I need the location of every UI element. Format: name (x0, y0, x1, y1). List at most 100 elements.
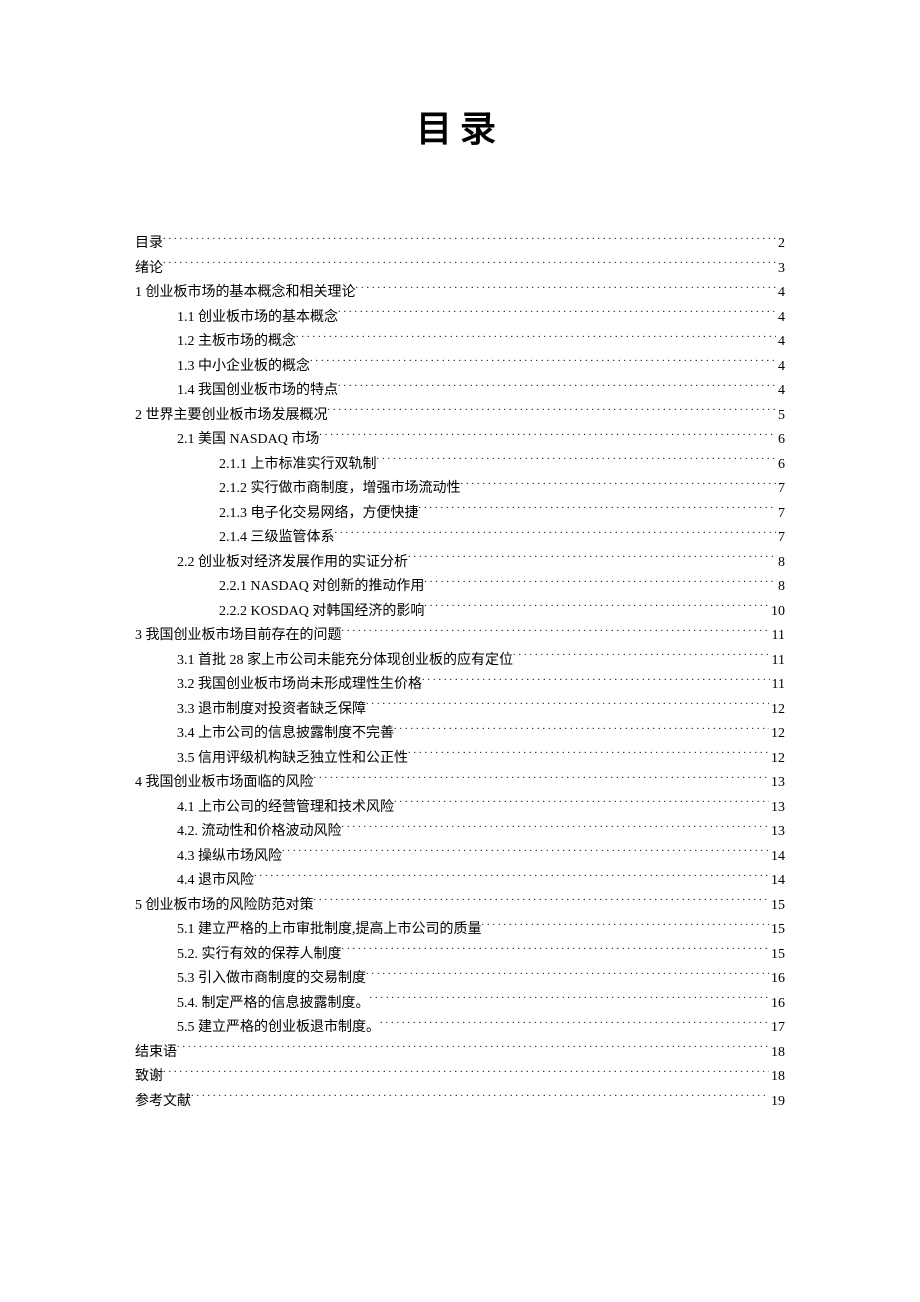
toc-leader-dots (163, 1066, 769, 1080)
toc-entry-page: 16 (769, 967, 785, 992)
toc-leader-dots (282, 846, 769, 860)
toc-entry: 2.1 美国 NASDAQ 市场6 (135, 428, 785, 453)
toc-leader-dots (163, 233, 776, 247)
toc-entry: 5.3 引入做市商制度的交易制度16 (135, 967, 785, 992)
toc-entry-label: 2.1 美国 NASDAQ 市场 (177, 428, 319, 453)
toc-entry-page: 11 (770, 649, 785, 674)
toc-entry-page: 13 (769, 796, 785, 821)
toc-entry: 致谢18 (135, 1065, 785, 1090)
toc-entry-page: 13 (769, 820, 785, 845)
toc-entry-page: 5 (776, 404, 785, 429)
toc-entry: 4.1 上市公司的经营管理和技术风险 13 (135, 796, 785, 821)
toc-entry: 1.1 创业板市场的基本概念 4 (135, 306, 785, 331)
toc-entry-page: 15 (769, 943, 785, 968)
toc-leader-dots (335, 527, 777, 541)
toc-entry: 5.2. 实行有效的保荐人制度 15 (135, 943, 785, 968)
toc-leader-dots (419, 503, 777, 517)
toc-list: 目录2绪论31 创业板市场的基本概念和相关理论41.1 创业板市场的基本概念41… (135, 232, 785, 1114)
toc-entry: 2 世界主要创业板市场发展概况 5 (135, 404, 785, 429)
toc-leader-dots (380, 1017, 769, 1031)
toc-leader-dots (424, 601, 769, 615)
toc-entry: 3.3 退市制度对投资者缺乏保障 12 (135, 698, 785, 723)
toc-leader-dots (314, 772, 770, 786)
toc-title: 目录 (135, 100, 785, 152)
toc-entry-label: 2 世界主要创业板市场发展概况 (135, 404, 328, 429)
toc-entry-page: 17 (769, 1016, 785, 1041)
toc-entry: 1 创业板市场的基本概念和相关理论 4 (135, 281, 785, 306)
toc-entry: 1.4 我国创业板市场的特点4 (135, 379, 785, 404)
toc-entry-label: 4.1 上市公司的经营管理和技术风险 (177, 796, 394, 821)
toc-leader-dots (408, 748, 769, 762)
toc-entry: 3.1 首批 28 家上市公司未能充分体现创业板的应有定位11 (135, 649, 785, 674)
toc-entry-label: 3.4 上市公司的信息披露制度不完善 (177, 722, 394, 747)
toc-leader-dots (191, 1091, 769, 1105)
toc-entry: 2.1.1 上市标准实行双轨制6 (135, 453, 785, 478)
toc-leader-dots (366, 968, 769, 982)
toc-entry: 目录2 (135, 232, 785, 257)
toc-entry-page: 3 (776, 257, 785, 282)
toc-entry-label: 1 创业板市场的基本概念和相关理论 (135, 281, 356, 306)
toc-entry-page: 12 (769, 747, 785, 772)
toc-entry-label: 5.2. 实行有效的保荐人制度 (177, 943, 342, 968)
toc-entry-label: 3.3 退市制度对投资者缺乏保障 (177, 698, 366, 723)
toc-entry-page: 16 (769, 992, 785, 1017)
toc-entry-label: 4.4 退市风险 (177, 869, 254, 894)
toc-entry: 2.2.2 KOSDAQ 对韩国经济的影响10 (135, 600, 785, 625)
toc-entry-page: 14 (769, 845, 785, 870)
toc-entry-page: 7 (776, 502, 785, 527)
toc-leader-dots (370, 993, 770, 1007)
toc-entry-page: 4 (776, 281, 785, 306)
toc-entry-label: 4.3 操纵市场风险 (177, 845, 282, 870)
toc-leader-dots (461, 478, 777, 492)
toc-leader-dots (177, 1042, 769, 1056)
toc-leader-dots (163, 258, 776, 272)
toc-entry: 2.2.1 NASDAQ 对创新的推动作用8 (135, 575, 785, 600)
toc-entry-page: 6 (776, 453, 785, 478)
toc-leader-dots (394, 797, 769, 811)
toc-entry-page: 4 (776, 306, 785, 331)
toc-entry: 参考文献19 (135, 1090, 785, 1115)
toc-entry-page: 18 (769, 1065, 785, 1090)
toc-leader-dots (408, 552, 776, 566)
toc-entry-label: 1.1 创业板市场的基本概念 (177, 306, 338, 331)
toc-entry-label: 参考文献 (135, 1090, 191, 1115)
toc-entry-page: 12 (769, 698, 785, 723)
toc-entry: 2.2 创业板对经济发展作用的实证分析8 (135, 551, 785, 576)
toc-leader-dots (482, 919, 770, 933)
toc-entry-label: 4.2. 流动性和价格波动风险 (177, 820, 342, 845)
document-page: 目录 目录2绪论31 创业板市场的基本概念和相关理论41.1 创业板市场的基本概… (0, 0, 920, 1174)
toc-entry: 4.2. 流动性和价格波动风险 13 (135, 820, 785, 845)
toc-entry: 4.3 操纵市场风险 14 (135, 845, 785, 870)
toc-entry: 3.4 上市公司的信息披露制度不完善12 (135, 722, 785, 747)
toc-entry-page: 4 (776, 379, 785, 404)
toc-entry: 5.1 建立严格的上市审批制度,提高上市公司的质量15 (135, 918, 785, 943)
toc-entry-page: 13 (769, 771, 785, 796)
toc-entry: 2.1.2 实行做市商制度，增强市场流动性7 (135, 477, 785, 502)
toc-entry-label: 2.2.2 KOSDAQ 对韩国经济的影响 (219, 600, 424, 625)
toc-entry-label: 2.2 创业板对经济发展作用的实证分析 (177, 551, 408, 576)
toc-entry-label: 3 我国创业板市场目前存在的问题 (135, 624, 342, 649)
toc-entry: 结束语18 (135, 1041, 785, 1066)
toc-entry: 1.2 主板市场的概念4 (135, 330, 785, 355)
toc-entry: 5 创业板市场的风险防范对策15 (135, 894, 785, 919)
toc-entry-page: 7 (776, 526, 785, 551)
toc-entry-page: 2 (776, 232, 785, 257)
toc-entry-label: 绪论 (135, 257, 163, 282)
toc-leader-dots (338, 307, 776, 321)
toc-leader-dots (366, 699, 769, 713)
toc-leader-dots (342, 821, 770, 835)
toc-leader-dots (310, 356, 776, 370)
toc-leader-dots (424, 576, 776, 590)
toc-entry-page: 4 (776, 355, 785, 380)
toc-entry-page: 7 (776, 477, 785, 502)
toc-entry-page: 11 (770, 673, 785, 698)
toc-entry: 5.5 建立严格的创业板退市制度。 17 (135, 1016, 785, 1041)
toc-entry-page: 18 (769, 1041, 785, 1066)
toc-entry: 5.4. 制定严格的信息披露制度。 16 (135, 992, 785, 1017)
toc-entry: 3 我国创业板市场目前存在的问题11 (135, 624, 785, 649)
toc-entry-label: 5.4. 制定严格的信息披露制度。 (177, 992, 370, 1017)
toc-entry-page: 14 (769, 869, 785, 894)
toc-entry: 3.2 我国创业板市场尚未形成理性生价格11 (135, 673, 785, 698)
toc-entry-label: 5.5 建立严格的创业板退市制度。 (177, 1016, 380, 1041)
toc-entry-label: 2.1.4 三级监管体系 (219, 526, 335, 551)
